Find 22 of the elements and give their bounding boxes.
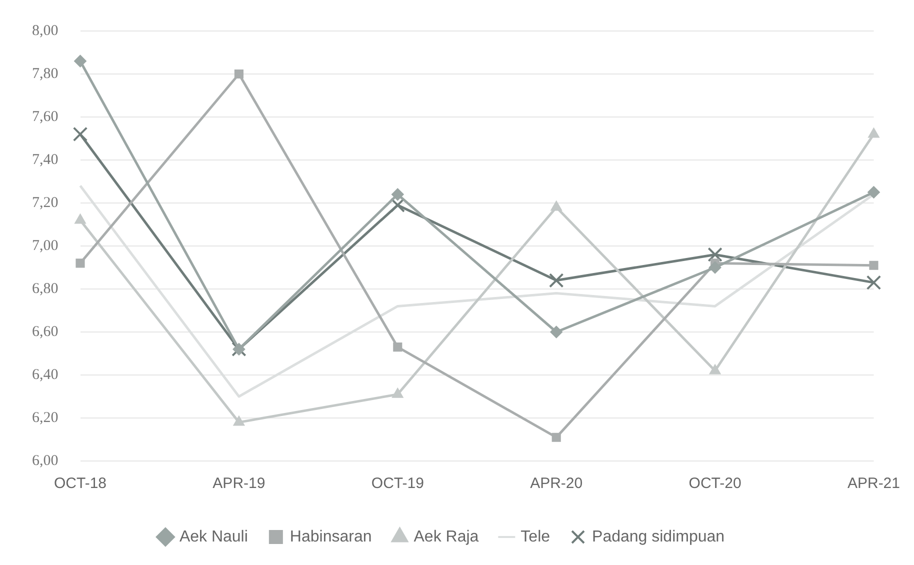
y-tick-label: 6,20 [32, 410, 58, 426]
legend-label: Aek Raja [414, 528, 479, 546]
legend-label: Padang sidimpuan [592, 528, 725, 546]
y-tick-label: 7,80 [32, 66, 58, 82]
y-tick-label: 6,60 [32, 324, 58, 340]
y-tick-label: 6,40 [32, 366, 58, 383]
x-tick-label: APR-20 [530, 475, 583, 492]
y-tick-label: 7,60 [32, 108, 58, 125]
x-tick-label: OCT-19 [371, 475, 424, 492]
legend-label: Habinsaran [290, 528, 372, 546]
x-tick-label: APR-19 [212, 475, 266, 492]
legend-label: Aek Nauli [179, 528, 248, 546]
y-tick-label: 6,00 [32, 452, 58, 469]
legend-label: Tele [520, 528, 550, 546]
y-tick-label: 7,40 [32, 152, 58, 168]
y-tick-label: 7,00 [32, 238, 58, 254]
y-tick-label: 6,80 [32, 280, 58, 297]
y-tick-label: 7,20 [32, 194, 58, 211]
x-tick-label: OCT-20 [688, 475, 742, 492]
y-tick-label: 8,00 [32, 22, 58, 39]
x-tick-label: OCT-18 [54, 475, 107, 492]
x-tick-label: APR-21 [847, 475, 900, 492]
